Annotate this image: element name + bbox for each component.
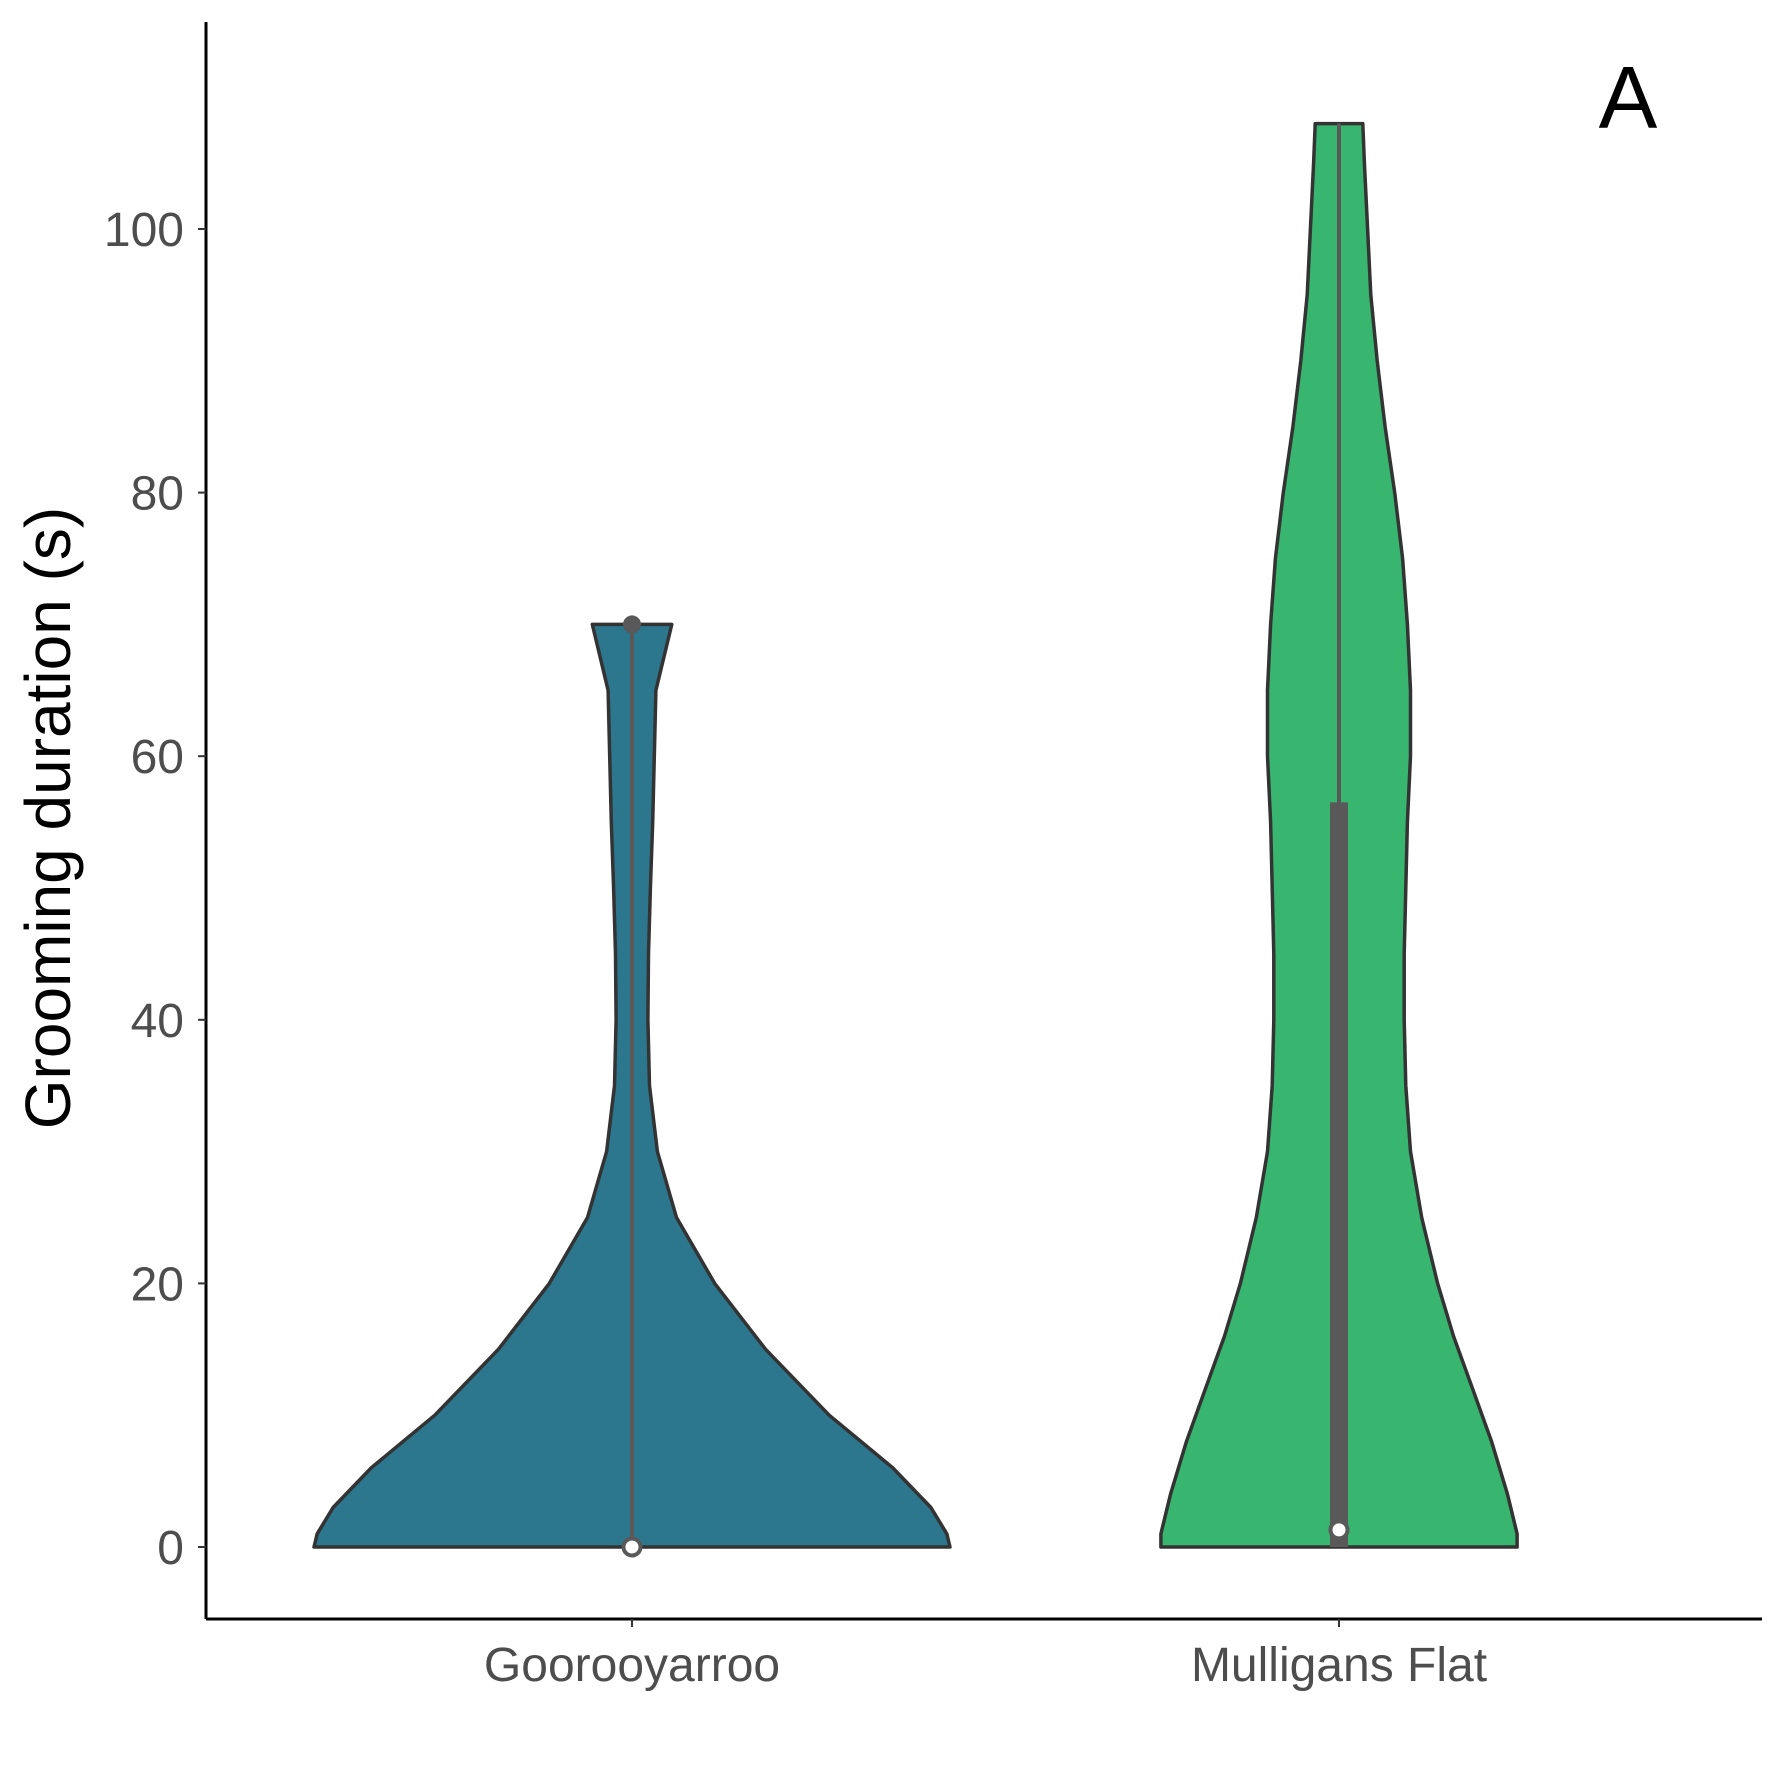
y-axis-ticks: 0 20 40 60 80 100 [104, 204, 206, 1575]
x-tick-label: Mulligans Flat [1191, 1639, 1487, 1692]
boxplot-layer [621, 123, 1350, 1558]
y-tick-label: 60 [131, 731, 184, 784]
panel-label: A [1599, 48, 1658, 147]
iqr-bar [1330, 802, 1348, 1547]
y-tick-label: 0 [157, 1522, 184, 1575]
y-axis-title: Grooming duration (s) [12, 507, 84, 1129]
x-tick-label: Goorooyarroo [484, 1639, 780, 1692]
y-tick-label: 100 [104, 204, 184, 257]
y-tick-label: 40 [131, 995, 184, 1048]
y-tick-label: 80 [131, 468, 184, 521]
median-point [1328, 1519, 1350, 1541]
x-axis-ticks: Goorooyarroo Mulligans Flat [484, 1619, 1487, 1692]
y-tick-label: 20 [131, 1258, 184, 1311]
max-point [623, 615, 641, 634]
median-point [621, 1536, 643, 1558]
